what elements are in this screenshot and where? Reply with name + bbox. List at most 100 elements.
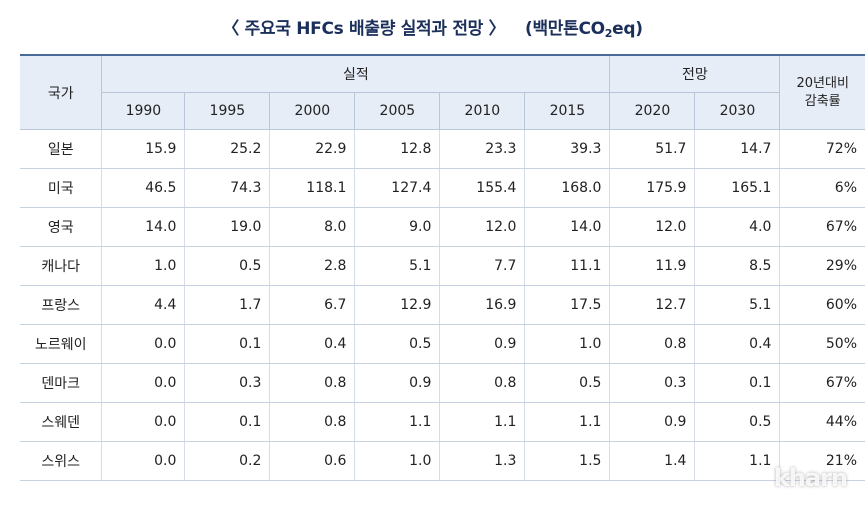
title-text: 〈 주요국 HFCs 배출량 실적과 전망 〉 [222,19,506,39]
value-cell: 1.1 [694,441,781,481]
unit-subscript: 2 [604,27,613,40]
value-cell: 0.5 [524,363,611,403]
rate-cell: 72% [779,129,865,169]
rate-cell: 67% [779,207,865,247]
header-rate-line1: 20년대비 [796,75,849,91]
value-cell: 12.9 [354,285,441,325]
value-cell: 4.4 [101,285,186,325]
value-cell: 22.9 [269,129,356,169]
value-cell: 1.5 [524,441,611,481]
value-cell: 127.4 [354,168,441,208]
value-cell: 0.4 [694,324,781,364]
header-year: 2000 [269,92,356,130]
value-cell: 0.5 [694,402,781,442]
table-row: 영국 14.0 19.0 8.0 9.0 12.0 14.0 12.0 4.0 67% [20,207,865,247]
value-cell: 14.0 [524,207,611,247]
value-cell: 1.7 [184,285,271,325]
hfc-emissions-table: 국가 실적 전망 20년대비 감축률 1990 1995 2000 2005 2… [20,54,865,481]
header-year: 2030 [694,92,780,130]
unit-label: (백만톤CO2eq) [525,19,643,40]
value-cell: 12.0 [439,207,526,247]
country-cell: 일본 [20,129,103,169]
value-cell: 0.6 [269,441,356,481]
value-cell: 118.1 [269,168,356,208]
value-cell: 74.3 [184,168,271,208]
rate-cell: 6% [779,168,865,208]
value-cell: 0.5 [184,246,271,286]
value-cell: 14.0 [101,207,186,247]
value-cell: 12.7 [609,285,696,325]
value-cell: 11.9 [609,246,696,286]
value-cell: 15.9 [101,129,186,169]
value-cell: 1.0 [524,324,611,364]
value-cell: 11.1 [524,246,611,286]
value-cell: 0.8 [439,363,526,403]
value-cell: 8.5 [694,246,781,286]
value-cell: 1.1 [354,402,441,442]
value-cell: 0.1 [184,402,271,442]
header-forecast: 전망 [609,54,781,93]
value-cell: 1.1 [524,402,611,442]
value-cell: 0.3 [609,363,696,403]
table-row: 노르웨이 0.0 0.1 0.4 0.5 0.9 1.0 0.8 0.4 50% [20,324,865,364]
value-cell: 1.0 [354,441,441,481]
country-cell: 덴마크 [20,363,103,403]
value-cell: 19.0 [184,207,271,247]
value-cell: 17.5 [524,285,611,325]
value-cell: 8.0 [269,207,356,247]
value-cell: 5.1 [354,246,441,286]
country-cell: 캐나다 [20,246,103,286]
table-title: 〈 주요국 HFCs 배출량 실적과 전망 〉 (백만톤CO2eq) [0,14,865,40]
value-cell: 6.7 [269,285,356,325]
value-cell: 12.8 [354,129,441,169]
header-year: 2005 [354,92,441,130]
unit-suffix: eq) [612,19,643,39]
value-cell: 39.3 [524,129,611,169]
value-cell: 0.4 [269,324,356,364]
table-row: 미국 46.5 74.3 118.1 127.4 155.4 168.0 175.9 165.1… [20,168,865,208]
country-cell: 미국 [20,168,103,208]
value-cell: 1.1 [439,402,526,442]
value-cell: 175.9 [609,168,696,208]
value-cell: 16.9 [439,285,526,325]
value-cell: 25.2 [184,129,271,169]
table-body: 일본 15.9 25.2 22.9 12.8 23.3 39.3 51.7 14.7 72% 미국 4… [20,129,865,481]
header-actual: 실적 [101,54,611,93]
header-year: 2010 [439,92,526,130]
value-cell: 2.8 [269,246,356,286]
value-cell: 14.7 [694,129,781,169]
table-row: 덴마크 0.0 0.3 0.8 0.9 0.8 0.5 0.3 0.1 67% [20,363,865,403]
rate-cell: 21% [779,441,865,481]
value-cell: 0.2 [184,441,271,481]
country-cell: 스위스 [20,441,103,481]
value-cell: 0.9 [439,324,526,364]
value-cell: 12.0 [609,207,696,247]
value-cell: 0.8 [609,324,696,364]
value-cell: 0.8 [269,363,356,403]
value-cell: 0.5 [354,324,441,364]
country-cell: 스웨덴 [20,402,103,442]
value-cell: 168.0 [524,168,611,208]
value-cell: 7.7 [439,246,526,286]
country-cell: 노르웨이 [20,324,103,364]
header-year: 1995 [184,92,271,130]
header-rate-line2: 감축률 [804,93,841,109]
header-reduction-rate: 20년대비 감축률 [779,54,865,130]
header-country: 국가 [20,54,103,130]
rate-cell: 44% [779,402,865,442]
value-cell: 0.0 [101,363,186,403]
value-cell: 5.1 [694,285,781,325]
value-cell: 51.7 [609,129,696,169]
value-cell: 1.4 [609,441,696,481]
value-cell: 0.0 [101,441,186,481]
value-cell: 0.3 [184,363,271,403]
header-year: 1990 [101,92,186,130]
header-year: 2020 [609,92,696,130]
value-cell: 0.9 [609,402,696,442]
country-cell: 영국 [20,207,103,247]
value-cell: 46.5 [101,168,186,208]
value-cell: 0.1 [184,324,271,364]
table-row: 프랑스 4.4 1.7 6.7 12.9 16.9 17.5 12.7 5.1 60% [20,285,865,325]
value-cell: 155.4 [439,168,526,208]
value-cell: 4.0 [694,207,781,247]
